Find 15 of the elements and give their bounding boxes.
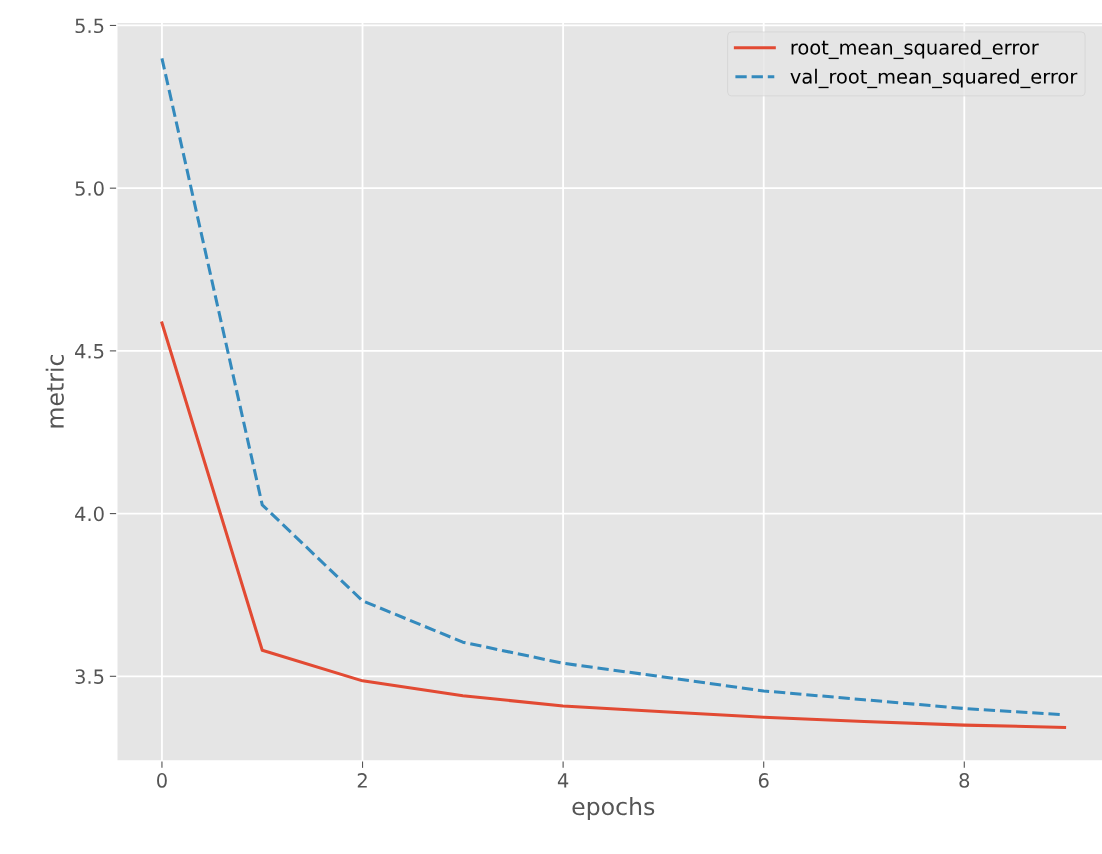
y-tick-label: 4.0 (75, 506, 104, 522)
x-tick-label: 8 (959, 773, 970, 788)
x-tick-label: 4 (557, 773, 569, 788)
y-tick-label: 4.5 (75, 344, 104, 359)
legend-label: root_mean_squared_error (791, 39, 1039, 60)
y-tick-label: 3.5 (75, 669, 104, 684)
legend-label: val_root_mean_squared_error (790, 68, 1078, 89)
y-axis-title: metric (45, 355, 64, 428)
x-tick-label: 2 (357, 773, 367, 788)
x-tick-label: 6 (758, 773, 769, 788)
line-series (160, 321, 1067, 729)
x-axis-title: epochs (572, 797, 655, 820)
y-tick-label: 5.0 (75, 181, 104, 196)
x-tick-label: 0 (157, 773, 167, 788)
y-tick-label: 5.5 (75, 18, 104, 34)
